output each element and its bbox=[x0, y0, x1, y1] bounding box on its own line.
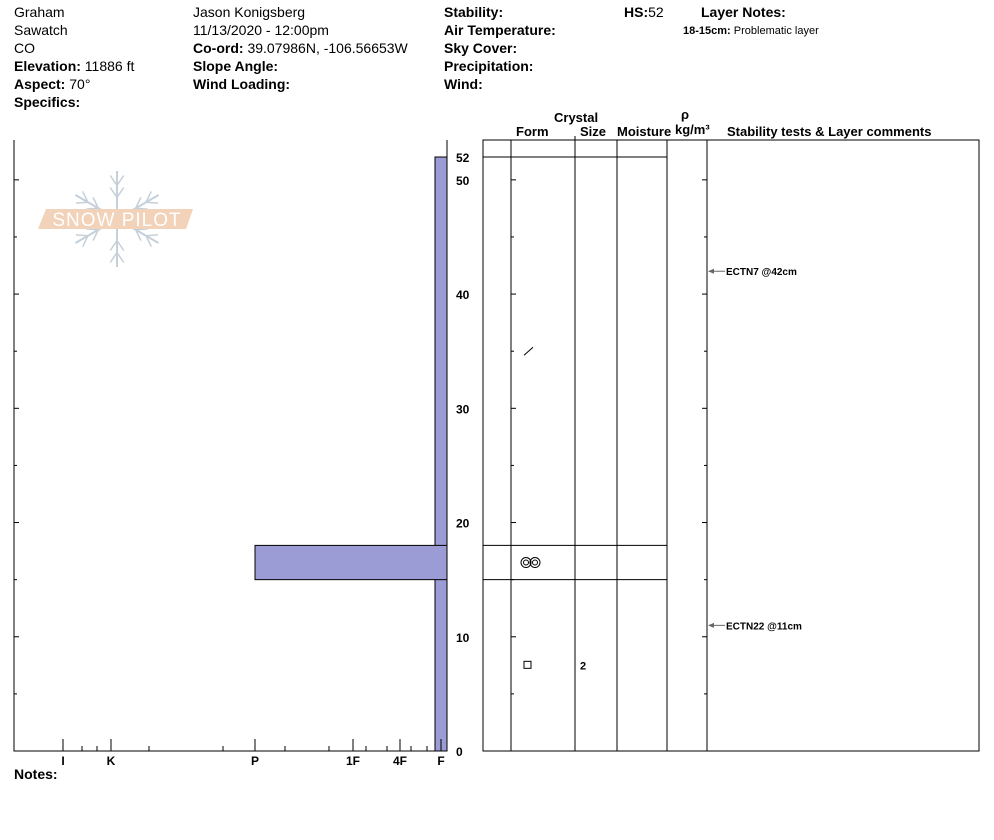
snowflake-branch bbox=[86, 228, 99, 231]
snowflake-branch bbox=[116, 187, 125, 198]
state: CO bbox=[14, 40, 35, 56]
aspect: Aspect: 70° bbox=[14, 76, 91, 92]
snowflake-branch bbox=[146, 234, 159, 237]
snowflake-icon: SNOW PILOT bbox=[38, 171, 193, 267]
location-name: Graham bbox=[14, 4, 65, 20]
faceted-crystals-icon bbox=[523, 660, 532, 669]
snow-height: HS:52 bbox=[624, 4, 664, 20]
header-crystal: Crystal bbox=[554, 110, 599, 125]
stability-test-label: ECTN22 @11cm bbox=[726, 621, 802, 632]
stability-test-label: ECTN7 @42cm bbox=[726, 267, 797, 278]
depth-label: 20 bbox=[456, 517, 470, 531]
header-density: kg/m³ bbox=[675, 122, 710, 137]
snowflake-branch bbox=[146, 201, 159, 204]
hardness-bar bbox=[434, 156, 448, 752]
wind-loading: Wind Loading: bbox=[193, 76, 291, 92]
hardness-label: 4F bbox=[393, 754, 407, 768]
snowflake-branch bbox=[135, 228, 148, 231]
arrow-icon bbox=[708, 268, 714, 274]
arrow-icon bbox=[708, 622, 714, 628]
depth-label: 10 bbox=[456, 631, 470, 645]
snowflake-branch bbox=[109, 240, 118, 251]
depth-label: 30 bbox=[456, 402, 470, 416]
depth-label: 40 bbox=[456, 288, 470, 302]
layer-note: 18-15cm: Problematic layer bbox=[683, 25, 819, 37]
layer-notes-label: Layer Notes: bbox=[701, 4, 786, 20]
melt-freeze-crust-icon bbox=[520, 557, 532, 569]
chart-frame bbox=[13, 140, 448, 752]
snowflake-branch bbox=[135, 207, 148, 210]
snowflake-branch bbox=[116, 252, 125, 263]
header-comments: Stability tests & Layer comments bbox=[727, 124, 932, 139]
depth-label: 0 bbox=[456, 745, 463, 759]
specifics: Specifics: bbox=[14, 94, 81, 110]
snowflake-branch bbox=[86, 207, 99, 210]
crystal-size: 2 bbox=[580, 660, 586, 672]
coordinates: Co-ord: 39.07986N, -106.56653W bbox=[193, 40, 408, 56]
observer: Jason Konigsberg bbox=[193, 4, 306, 20]
snowflake-branch bbox=[82, 191, 89, 203]
precipitation: Precipitation: bbox=[444, 58, 534, 74]
header-rho: ρ bbox=[681, 107, 690, 122]
snowflake-branch bbox=[109, 187, 118, 198]
snowflake-branch bbox=[116, 240, 125, 251]
snowflake-branch bbox=[75, 234, 88, 237]
wind: Wind: bbox=[444, 76, 483, 92]
melt-freeze-crust-icon bbox=[529, 557, 541, 569]
logo-band bbox=[38, 209, 193, 229]
hardness-label: F bbox=[437, 754, 444, 768]
sky-cover: Sky Cover: bbox=[444, 40, 518, 56]
hardness-label: P bbox=[251, 754, 259, 768]
depth-label: 50 bbox=[456, 174, 470, 188]
header-moisture: Moisture bbox=[617, 124, 672, 139]
snowflake-branch bbox=[109, 175, 118, 186]
datetime: 11/13/2020 - 12:00pm bbox=[193, 22, 329, 38]
snowflake-branch bbox=[145, 191, 152, 203]
hardness-label: I bbox=[61, 754, 64, 768]
snowflake-branch bbox=[116, 175, 125, 186]
mountain-range: Sawatch bbox=[14, 22, 68, 38]
decomposing-fragments-icon bbox=[523, 346, 534, 356]
snowflake-branch bbox=[92, 197, 99, 209]
header-size: Size bbox=[580, 124, 607, 139]
logo-text: SNOW PILOT bbox=[52, 210, 181, 231]
snowflake-branch bbox=[92, 229, 99, 241]
elevation: Elevation: 11886 ft bbox=[14, 58, 135, 74]
notes-label: Notes: bbox=[14, 766, 58, 782]
slope-angle: Slope Angle: bbox=[193, 58, 279, 74]
depth-label: 52 bbox=[456, 151, 470, 165]
hardness-bar bbox=[254, 544, 448, 581]
snowflake-branch bbox=[82, 235, 89, 247]
air-temperature: Air Temperature: bbox=[444, 22, 556, 38]
header-form: Form bbox=[516, 124, 549, 139]
stability: Stability: bbox=[444, 4, 504, 20]
snowflake-branch bbox=[145, 235, 152, 247]
hardness-label: 1F bbox=[346, 754, 360, 768]
melt-freeze-crust-icon bbox=[532, 559, 538, 566]
snowflake-branch bbox=[109, 252, 118, 263]
snowflake-branch bbox=[135, 197, 142, 209]
melt-freeze-crust-icon bbox=[523, 559, 529, 566]
layer-table bbox=[482, 139, 980, 752]
snowflake-branch bbox=[75, 201, 88, 204]
snowflake-branch bbox=[135, 229, 142, 241]
hardness-label: K bbox=[107, 754, 116, 768]
